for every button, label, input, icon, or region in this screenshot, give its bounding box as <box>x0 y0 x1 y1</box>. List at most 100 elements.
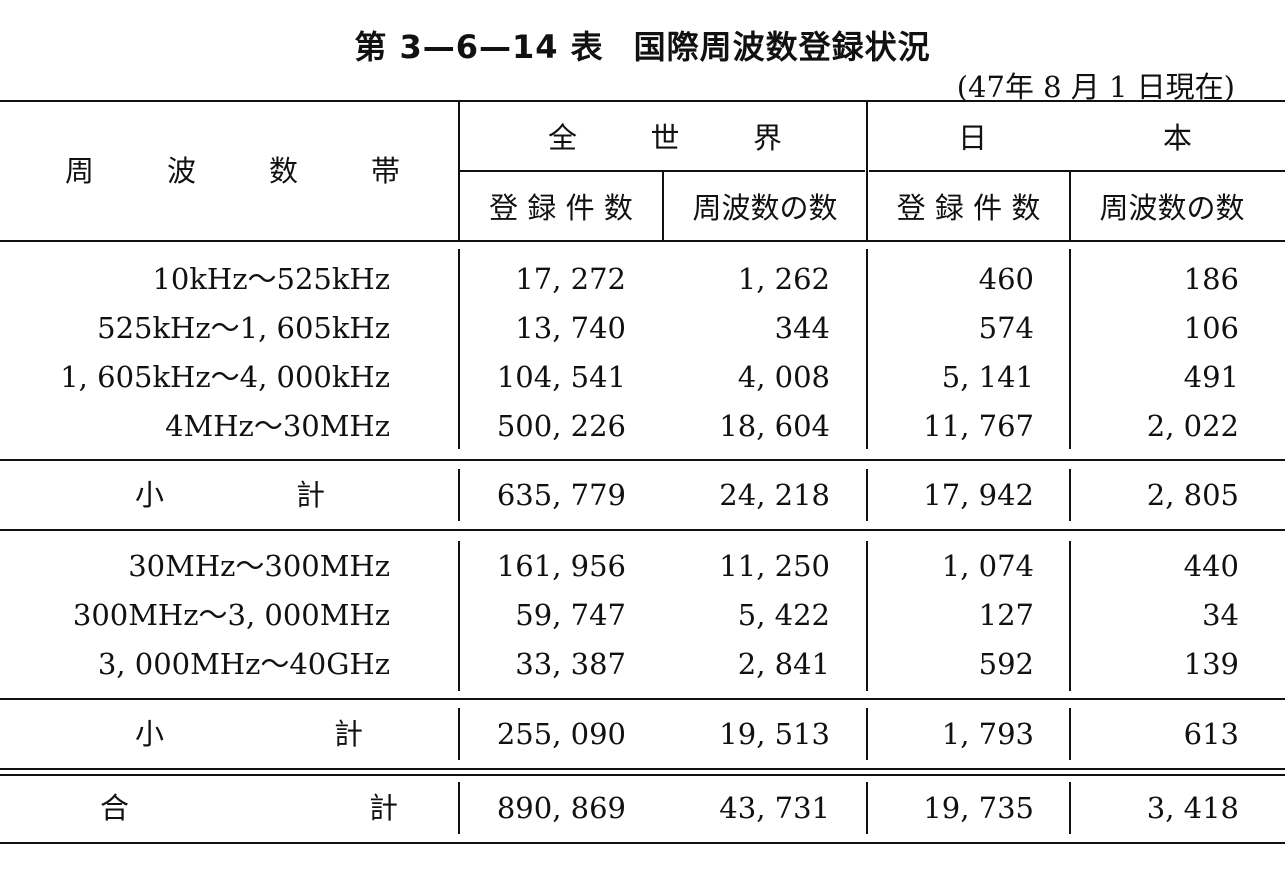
world-frequencies: 24, 218 <box>719 478 830 512</box>
table-bottom-rule <box>0 842 1285 844</box>
header-world-frequencies: 周波数の数 <box>692 191 838 225</box>
header-japan-char-1: 日 <box>958 121 988 155</box>
subtotal-label: 小 計 <box>135 716 363 752</box>
subtotal1-bottom-rule <box>0 529 1285 531</box>
header-band-char-4: 帯 <box>370 154 400 188</box>
header-japan-frequencies: 周波数の数 <box>1099 191 1245 225</box>
japan-header-underline <box>869 170 1285 172</box>
header-bottom-rule <box>0 240 1285 242</box>
subtotal-char-1: 小 <box>135 478 165 512</box>
japan-registrations: 127 <box>978 598 1034 632</box>
japan-registrations: 460 <box>978 262 1034 296</box>
group1-bottom-rule <box>0 459 1285 461</box>
date-note: (47年 8 月 1 日現在) <box>956 70 1235 104</box>
world-frequencies: 19, 513 <box>719 717 830 751</box>
world-frequencies: 344 <box>774 311 830 345</box>
vline-g2-b <box>866 541 868 691</box>
world-registrations: 33, 387 <box>515 647 626 681</box>
vline-g2-a <box>458 541 460 691</box>
band-label: 30MHz〜300MHz <box>128 549 390 583</box>
vline-s1-b <box>866 469 868 521</box>
japan-frequencies: 491 <box>1183 360 1239 394</box>
world-registrations: 17, 272 <box>515 262 626 296</box>
vline-g2-c <box>1069 541 1071 691</box>
world-registrations: 59, 747 <box>515 598 626 632</box>
world-frequencies: 43, 731 <box>719 791 830 825</box>
vline-s2-b <box>866 708 868 760</box>
world-frequencies: 4, 008 <box>737 360 830 394</box>
japan-frequencies: 3, 418 <box>1146 791 1239 825</box>
header-japan-registrations: 登 録 件 数 <box>896 191 1041 225</box>
japan-frequencies: 2, 805 <box>1146 478 1239 512</box>
vline-g1-a <box>458 249 460 449</box>
vline-g1-c <box>1069 249 1071 449</box>
world-frequencies: 1, 262 <box>737 262 830 296</box>
world-frequencies: 18, 604 <box>719 409 830 443</box>
world-registrations: 255, 090 <box>496 717 626 751</box>
world-frequencies: 2, 841 <box>737 647 830 681</box>
group2-bottom-rule <box>0 698 1285 700</box>
header-band-char-2: 波 <box>166 154 196 188</box>
japan-registrations: 5, 141 <box>941 360 1034 394</box>
subtotal-label: 小 計 <box>135 477 325 513</box>
header-world-char-2: 世 <box>650 121 680 155</box>
table-title: 第 3—6—14 表国際周波数登録状況 <box>0 22 1285 68</box>
table-number: 第 3—6—14 表 <box>354 28 604 66</box>
japan-registrations: 574 <box>978 311 1034 345</box>
vline-s1-a <box>458 469 460 521</box>
header-japan: 日 本 <box>958 120 1192 156</box>
subtotal-char-2: 計 <box>295 478 325 512</box>
world-registrations: 104, 541 <box>496 360 626 394</box>
world-registrations: 635, 779 <box>496 478 626 512</box>
header-divider-band <box>458 102 460 240</box>
world-frequencies: 11, 250 <box>719 549 830 583</box>
header-world-registrations: 登 録 件 数 <box>489 191 633 225</box>
band-label: 1, 605kHz〜4, 000kHz <box>60 360 390 394</box>
japan-frequencies: 106 <box>1183 311 1239 345</box>
subtotal-char-2: 計 <box>333 717 363 751</box>
band-label: 4MHz〜30MHz <box>165 409 390 443</box>
vline-s2-c <box>1069 708 1071 760</box>
japan-registrations: 592 <box>978 647 1034 681</box>
subtotal-char-1: 小 <box>135 717 165 751</box>
band-label: 3, 000MHz〜40GHz <box>97 647 390 681</box>
header-world-char-1: 全 <box>548 121 578 155</box>
table-title-text: 国際周波数登録状況 <box>633 28 931 66</box>
japan-registrations: 19, 735 <box>923 791 1034 825</box>
total-char-2: 計 <box>368 791 398 825</box>
header-divider-middle <box>866 102 868 240</box>
total-label: 合 計 <box>100 790 398 826</box>
header-world: 全 世 界 <box>548 120 782 156</box>
japan-registrations: 17, 942 <box>923 478 1034 512</box>
world-registrations: 161, 956 <box>496 549 626 583</box>
total-char-1: 合 <box>100 791 130 825</box>
double-rule-lower <box>0 774 1285 776</box>
header-frequency-band: 周 波 数 帯 <box>65 153 400 189</box>
japan-frequencies: 186 <box>1183 262 1239 296</box>
band-label: 525kHz〜1, 605kHz <box>97 311 390 345</box>
header-divider-world <box>662 172 664 240</box>
vline-g1-b <box>866 249 868 449</box>
header-japan-char-2: 本 <box>1162 121 1192 155</box>
japan-frequencies: 2, 022 <box>1146 409 1239 443</box>
header-divider-japan <box>1069 172 1071 240</box>
vline-t-c <box>1069 782 1071 834</box>
world-header-underline <box>460 170 865 172</box>
vline-s2-a <box>458 708 460 760</box>
japan-frequencies: 34 <box>1202 598 1239 632</box>
japan-registrations: 1, 074 <box>941 549 1034 583</box>
header-band-char-1: 周 <box>65 154 95 188</box>
world-registrations: 890, 869 <box>496 791 626 825</box>
vline-t-b <box>866 782 868 834</box>
vline-t-a <box>458 782 460 834</box>
world-frequencies: 5, 422 <box>737 598 830 632</box>
header-world-char-3: 界 <box>752 121 782 155</box>
header-band-char-3: 数 <box>268 154 298 188</box>
vline-s1-c <box>1069 469 1071 521</box>
japan-registrations: 1, 793 <box>941 717 1034 751</box>
double-rule-upper <box>0 768 1285 770</box>
japan-frequencies: 139 <box>1183 647 1239 681</box>
band-label: 300MHz〜3, 000MHz <box>72 598 390 632</box>
japan-frequencies: 613 <box>1183 717 1239 751</box>
table-top-rule <box>0 100 1285 102</box>
